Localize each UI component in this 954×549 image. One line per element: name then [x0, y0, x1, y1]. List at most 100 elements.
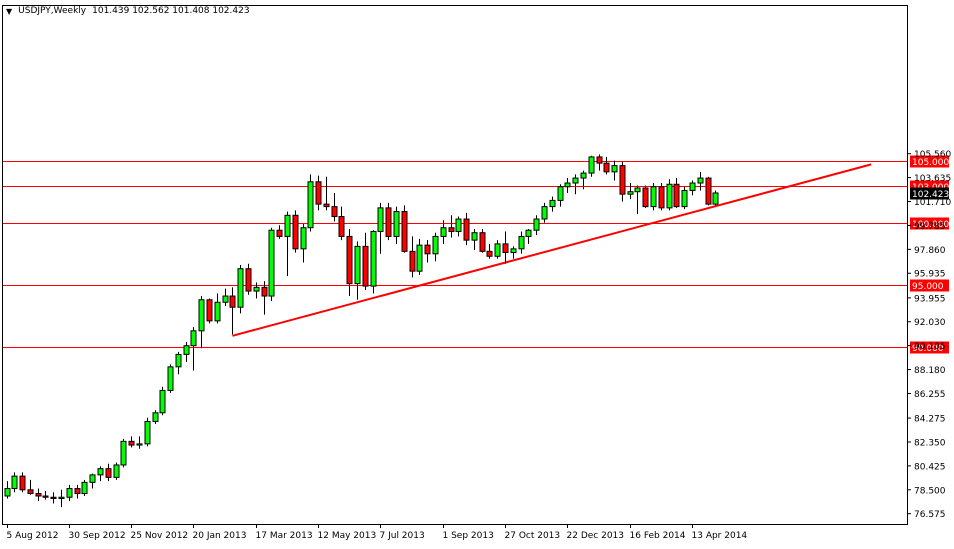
candle [27, 479, 34, 495]
candle [214, 293, 221, 324]
candle-body-bear [292, 214, 299, 250]
ohlc-label: 101.439 102.562 101.408 102.423 [92, 6, 250, 16]
candle-body-bear [658, 186, 665, 209]
candle [245, 263, 252, 295]
candle [596, 154, 603, 171]
y-tick-label: 105.560 [914, 150, 951, 160]
candle [198, 296, 205, 349]
candle-body-bull [541, 206, 548, 220]
candle-body-bear [642, 187, 649, 208]
candle-body-bear [338, 216, 345, 237]
candle-body-bull [268, 229, 275, 297]
candle-body-bull [159, 389, 166, 414]
candle [393, 206, 400, 244]
candle [175, 351, 182, 375]
candle-body-bull [198, 299, 205, 332]
candle-body-bull [307, 181, 314, 229]
candle [323, 176, 330, 211]
price-axis: 105.560 103.635 101.710 99.785 97.860 95.935 9… [907, 150, 951, 520]
candle-body-bear [323, 203, 330, 208]
y-tick-label: 84.275 [914, 415, 946, 425]
candle [253, 282, 260, 299]
trend-line[interactable] [232, 163, 872, 337]
candle-body-bear [229, 295, 236, 308]
x-tick-label: 12 May 2013 [318, 531, 377, 541]
candle [673, 178, 680, 208]
candle [97, 466, 104, 482]
candle [89, 473, 96, 489]
candle-body-bear [409, 250, 416, 272]
candle-body-bull [370, 230, 377, 287]
candle-body-bull [66, 488, 73, 498]
y-tick-label: 99.785 [914, 222, 946, 232]
y-tick-label: 80.425 [914, 462, 946, 472]
candle-body-bull [97, 468, 104, 476]
candle [564, 178, 571, 193]
candle-body-bull [4, 488, 11, 497]
candle [619, 161, 626, 202]
candle [525, 228, 532, 244]
x-tick-label: 13 Apr 2014 [692, 531, 748, 541]
candle-body-bear [479, 232, 486, 252]
candle [81, 479, 88, 496]
candle-body-bull [237, 268, 244, 308]
candle-body-bear [19, 475, 26, 491]
candle [300, 224, 307, 263]
candle [658, 183, 665, 211]
candle-body-bull [440, 227, 447, 237]
candle-body-bull [689, 182, 696, 191]
candle [580, 170, 587, 190]
y-tick-label: 76.575 [914, 510, 946, 520]
candle [510, 246, 517, 259]
candle [588, 155, 595, 177]
candle-body-bear [50, 496, 57, 499]
candle-body-bear [206, 299, 213, 322]
candle [627, 183, 634, 200]
candle [144, 417, 151, 447]
candle-body-bull [627, 191, 634, 195]
x-tick-label: 16 Feb 2014 [630, 531, 686, 541]
y-tick-label: 82.350 [914, 438, 946, 448]
candle-body-bear [424, 244, 431, 255]
candle [152, 410, 159, 424]
candle [448, 215, 455, 238]
time-axis: 5 Aug 2012 30 Sep 2012 25 Nov 2012 20 Jan 2… [7, 524, 748, 541]
candle-body-bull [58, 496, 65, 499]
candle [642, 185, 649, 208]
y-tick-label: 95.935 [914, 270, 946, 280]
candle [634, 185, 641, 215]
x-tick-label: 17 Mar 2013 [256, 531, 313, 541]
x-tick-label: 27 Oct 2013 [505, 531, 561, 541]
candle-body-bull [697, 177, 704, 184]
candle [409, 236, 416, 278]
x-tick-label: 5 Aug 2012 [7, 531, 59, 541]
x-tick-label: 1 Sep 2013 [443, 531, 494, 541]
candle [362, 232, 369, 290]
candle [268, 227, 275, 302]
chart-title-bar: ▼ USDJPY,Weekly 101.439 102.562 101.408 … [6, 6, 250, 16]
candle [190, 327, 197, 371]
candle-body-bear [74, 488, 81, 495]
candle-body-bull [300, 227, 307, 250]
candle-body-bull [666, 183, 673, 209]
candle-body-bull [11, 475, 18, 490]
candle [370, 230, 377, 294]
level-price-tag [910, 279, 949, 292]
candle [307, 174, 314, 232]
candle-body-bull [190, 330, 197, 347]
candle-body-bear [261, 286, 268, 297]
triangle-down-icon[interactable]: ▼ [6, 6, 13, 16]
y-tick-label: 97.860 [914, 246, 946, 256]
y-tick-label: 101.710 [914, 198, 951, 208]
candle [712, 190, 719, 206]
candle [424, 240, 431, 263]
plot-frame [2, 5, 908, 525]
candle-body-bull [354, 245, 361, 285]
candle-body-bull [455, 218, 462, 232]
candle [486, 243, 493, 259]
candle [136, 436, 143, 449]
candle-body-bull [113, 464, 120, 478]
candle-body-bull [557, 186, 564, 201]
